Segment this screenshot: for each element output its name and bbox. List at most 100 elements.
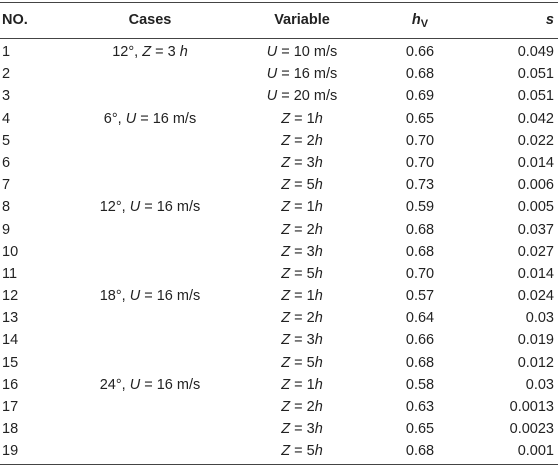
cell-no: 17 <box>2 399 19 415</box>
cell-cases: 6°, U = 16 m/s <box>103 110 197 127</box>
table-header-rule <box>0 38 558 39</box>
cell-no: 18 <box>2 421 19 438</box>
cell-no: 4 <box>2 110 11 127</box>
cell-s: 0.027 <box>517 243 554 260</box>
cell-s: 0.03 <box>525 310 554 327</box>
cell-cases: 12°, Z = 3 h <box>112 44 188 60</box>
cell-s: 0.001 <box>517 443 554 460</box>
cell-s: 0.0023 <box>509 421 554 438</box>
cell-s: 0.014 <box>517 265 554 282</box>
table-row: 5 Z = 2h 0.70 0.022 <box>0 131 558 153</box>
cell-hv: 0.64 <box>405 310 435 327</box>
table-row: 15 Z = 5h 0.68 0.012 <box>0 353 558 375</box>
cell-variable: Z = 5h <box>281 265 323 282</box>
cell-hv: 0.57 <box>405 288 435 305</box>
cell-hv: 0.59 <box>405 199 435 216</box>
table-bottom-rule <box>0 464 558 465</box>
cell-hv: 0.66 <box>405 44 435 60</box>
cell-variable: Z = 2h <box>281 221 323 238</box>
cell-hv: 0.66 <box>405 332 435 349</box>
cell-s: 0.03 <box>525 376 554 393</box>
cell-variable: Z = 5h <box>281 443 323 460</box>
cell-s: 0.037 <box>517 221 554 238</box>
cell-hv: 0.65 <box>405 421 435 438</box>
cell-no: 3 <box>2 88 11 105</box>
cell-hv: 0.68 <box>405 443 435 460</box>
cell-s: 0.051 <box>517 66 554 83</box>
cell-s: 0.019 <box>517 332 554 349</box>
table-row: 11 Z = 5h 0.70 0.014 <box>0 264 558 286</box>
cell-s: 0.006 <box>517 177 554 194</box>
cell-variable: Z = 1h <box>281 110 323 127</box>
table-row: 18 Z = 3h 0.65 0.0023 <box>0 419 558 441</box>
cell-variable: Z = 2h <box>281 132 323 149</box>
cell-no: 7 <box>2 177 11 194</box>
cell-no: 5 <box>2 132 11 149</box>
table-row: 6 Z = 3h 0.70 0.014 <box>0 153 558 175</box>
cell-no: 13 <box>2 310 19 327</box>
cell-hv: 0.68 <box>405 221 435 238</box>
cell-variable: Z = 3h <box>281 421 323 438</box>
cell-hv: 0.65 <box>405 110 435 127</box>
header-variable: Variable <box>274 12 330 28</box>
cell-variable: Z = 3h <box>281 154 323 171</box>
table-row: 10 Z = 3h 0.68 0.027 <box>0 242 558 264</box>
table-row: 4 6°, U = 16 m/s Z = 1h 0.65 0.042 <box>0 109 558 131</box>
cell-s: 0.024 <box>517 288 554 305</box>
cell-hv: 0.68 <box>405 354 435 371</box>
cell-variable: Z = 1h <box>281 376 323 393</box>
cell-variable: U = 16 m/s <box>266 66 338 83</box>
header-hv-subscript: V <box>420 18 429 30</box>
cell-cases: 18°, U = 16 m/s <box>99 288 201 305</box>
cell-no: 1 <box>2 44 11 60</box>
header-s: s <box>545 12 554 28</box>
cell-variable: Z = 2h <box>281 399 323 415</box>
cell-s: 0.012 <box>517 354 554 371</box>
cell-no: 6 <box>2 154 11 171</box>
table-row: 12 18°, U = 16 m/s Z = 1h 0.57 0.024 <box>0 286 558 308</box>
cell-variable: Z = 1h <box>281 288 323 305</box>
cell-no: 11 <box>2 265 18 282</box>
table-body: 1 12°, Z = 3 h U = 10 m/s 0.66 0.049 2 U = 16 … <box>0 42 558 464</box>
cell-variable: Z = 5h <box>281 354 323 371</box>
table-row: 2 U = 16 m/s 0.68 0.051 <box>0 64 558 86</box>
cell-no: 10 <box>2 243 19 260</box>
cell-variable: Z = 5h <box>281 177 323 194</box>
cell-variable: Z = 2h <box>281 310 323 327</box>
cell-s: 0.014 <box>517 154 554 171</box>
cell-variable: Z = 3h <box>281 332 323 349</box>
table-top-rule <box>0 2 558 3</box>
cell-s: 0.0013 <box>509 399 554 415</box>
cell-no: 15 <box>2 354 19 371</box>
table-row: 16 24°, U = 16 m/s Z = 1h 0.58 0.03 <box>0 375 558 397</box>
cell-no: 8 <box>2 199 11 216</box>
table-row: 3 U = 20 m/s 0.69 0.051 <box>0 86 558 108</box>
cell-s: 0.042 <box>517 110 554 127</box>
cell-hv: 0.58 <box>405 376 435 393</box>
table-row: 17 Z = 2h 0.63 0.0013 <box>0 397 558 419</box>
cell-cases: 12°, U = 16 m/s <box>99 199 201 216</box>
cell-variable: U = 20 m/s <box>266 88 338 105</box>
cell-s: 0.049 <box>517 44 554 60</box>
cell-no: 16 <box>2 376 19 393</box>
cell-hv: 0.70 <box>405 265 435 282</box>
cell-no: 12 <box>2 288 19 305</box>
cell-variable: Z = 3h <box>281 243 323 260</box>
cell-hv: 0.63 <box>405 399 435 415</box>
table-row: 19 Z = 5h 0.68 0.001 <box>0 441 558 463</box>
cell-cases: 24°, U = 16 m/s <box>99 376 201 393</box>
table-row: 1 12°, Z = 3 h U = 10 m/s 0.66 0.049 <box>0 42 558 64</box>
cell-s: 0.051 <box>517 88 554 105</box>
cell-hv: 0.70 <box>405 154 435 171</box>
header-no: NO. <box>2 12 28 28</box>
table-header-row: NO. Cases Variable hV s <box>0 3 558 38</box>
table-row: 14 Z = 3h 0.66 0.019 <box>0 330 558 352</box>
cell-no: 9 <box>2 221 11 238</box>
cell-s: 0.005 <box>517 199 554 216</box>
cell-hv: 0.73 <box>405 177 435 194</box>
cell-no: 2 <box>2 66 11 83</box>
cell-hv: 0.68 <box>405 66 435 83</box>
cell-s: 0.022 <box>517 132 554 149</box>
header-hv-main: h <box>411 12 421 28</box>
